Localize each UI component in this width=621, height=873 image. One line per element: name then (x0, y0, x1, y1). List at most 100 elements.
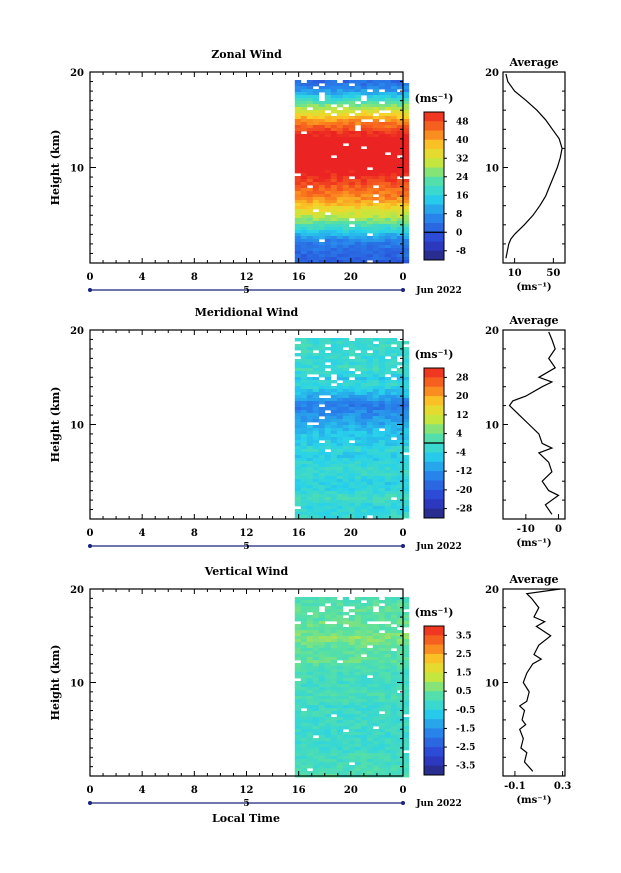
heatmap-cell (336, 125, 344, 129)
heatmap-cell (378, 506, 386, 510)
heatmap-cell (348, 422, 356, 426)
heatmap-cell (342, 383, 350, 387)
heatmap-cell (390, 515, 398, 519)
heatmap-cell (342, 750, 350, 754)
heatmap-cell (342, 359, 350, 363)
heatmap-cell (366, 347, 374, 351)
heatmap-cell (372, 464, 380, 468)
heatmap-cell (384, 720, 392, 724)
heatmap-cell (294, 633, 302, 637)
heatmap-cell (294, 615, 302, 619)
heatmap-cell (384, 398, 392, 402)
heatmap-cell (324, 440, 332, 444)
heatmap-cell (366, 110, 374, 114)
heatmap-cell (318, 224, 326, 228)
heatmap-cell (300, 660, 308, 664)
day-label: 5 (243, 286, 249, 296)
heatmap-cell (324, 482, 332, 486)
heatmap-cell (306, 434, 314, 438)
heatmap-cell (318, 639, 326, 643)
heatmap-cell (300, 606, 308, 610)
heatmap-cell (312, 738, 320, 742)
heatmap-cell (354, 744, 362, 748)
heatmap-cell (324, 86, 332, 90)
heatmap-cell (360, 726, 368, 730)
heatmap-cell (342, 636, 350, 640)
heatmap-cell (354, 401, 362, 405)
heatmap-cell (300, 104, 308, 108)
heatmap-cell (354, 723, 362, 727)
heatmap-cell (366, 479, 374, 483)
heatmap-cell (294, 98, 302, 102)
heatmap-cell (354, 624, 362, 628)
heatmap-cell (372, 503, 380, 507)
heatmap-cell (360, 597, 368, 601)
heatmap-cell (390, 359, 398, 363)
heatmap-cell (384, 338, 392, 342)
heatmap-cell (330, 711, 338, 715)
heatmap-cell (360, 431, 368, 435)
heatmap-cell (336, 344, 344, 348)
heatmap-cell (372, 458, 380, 462)
heatmap-cell (348, 359, 356, 363)
heatmap-cell (318, 143, 326, 147)
heatmap-cell (324, 476, 332, 480)
heatmap-cell (342, 236, 350, 240)
heatmap-cell (396, 717, 404, 721)
heatmap-cell (342, 491, 350, 495)
heatmap-cell (366, 636, 374, 640)
heatmap-cell (312, 152, 320, 156)
heatmap-cell (396, 464, 404, 468)
heatmap-cell (336, 735, 344, 739)
heatmap-cell (366, 461, 374, 465)
heatmap-cell (348, 485, 356, 489)
colorbar-tick-label: 24 (456, 173, 469, 183)
heatmap-cell (402, 389, 410, 393)
heatmap-cell (342, 344, 350, 348)
heatmap-cell (312, 669, 320, 673)
day-bar-cap (401, 288, 405, 292)
x-tick-label: 12 (240, 528, 254, 539)
heatmap-cell (372, 482, 380, 486)
heatmap-cell (300, 431, 308, 435)
heatmap-cell (390, 699, 398, 703)
avg-frame (502, 329, 566, 520)
heatmap-cell (342, 380, 350, 384)
heatmap-cell (384, 443, 392, 447)
heatmap-cell (354, 699, 362, 703)
heatmap-cell (360, 606, 368, 610)
heatmap-cell (336, 368, 344, 372)
heatmap-cell (372, 89, 380, 93)
heatmap-cell (324, 137, 332, 141)
heatmap-cell (396, 140, 404, 144)
day-bar-cap (401, 544, 405, 548)
heatmap-cell (366, 666, 374, 670)
heatmap-cell (366, 506, 374, 510)
heatmap-cell (402, 503, 410, 507)
heatmap-cell (366, 161, 374, 165)
heatmap-cell (372, 467, 380, 471)
heatmap-cell (324, 122, 332, 126)
heatmap-cell (336, 687, 344, 691)
heatmap-cell (354, 467, 362, 471)
heatmap-cell (306, 368, 314, 372)
heatmap-cell (354, 404, 362, 408)
heatmap-cell (294, 371, 302, 375)
heatmap-cell (294, 500, 302, 504)
heatmap-cell (384, 128, 392, 132)
heatmap-cell (396, 386, 404, 390)
heatmap-cell (372, 732, 380, 736)
heatmap-cell (348, 380, 356, 384)
heatmap-cell (336, 257, 344, 261)
heatmap-cell (348, 242, 356, 246)
colorbar-tick-label: -1.5 (456, 724, 475, 734)
heatmap-cell (312, 116, 320, 120)
heatmap-cell (366, 140, 374, 144)
heatmap-cell (402, 236, 410, 240)
heatmap-cell (312, 377, 320, 381)
heatmap-cell (324, 485, 332, 489)
heatmap-cell (330, 227, 338, 231)
heatmap-cell (330, 720, 338, 724)
heatmap-cell (330, 398, 338, 402)
heatmap-cell (300, 503, 308, 507)
